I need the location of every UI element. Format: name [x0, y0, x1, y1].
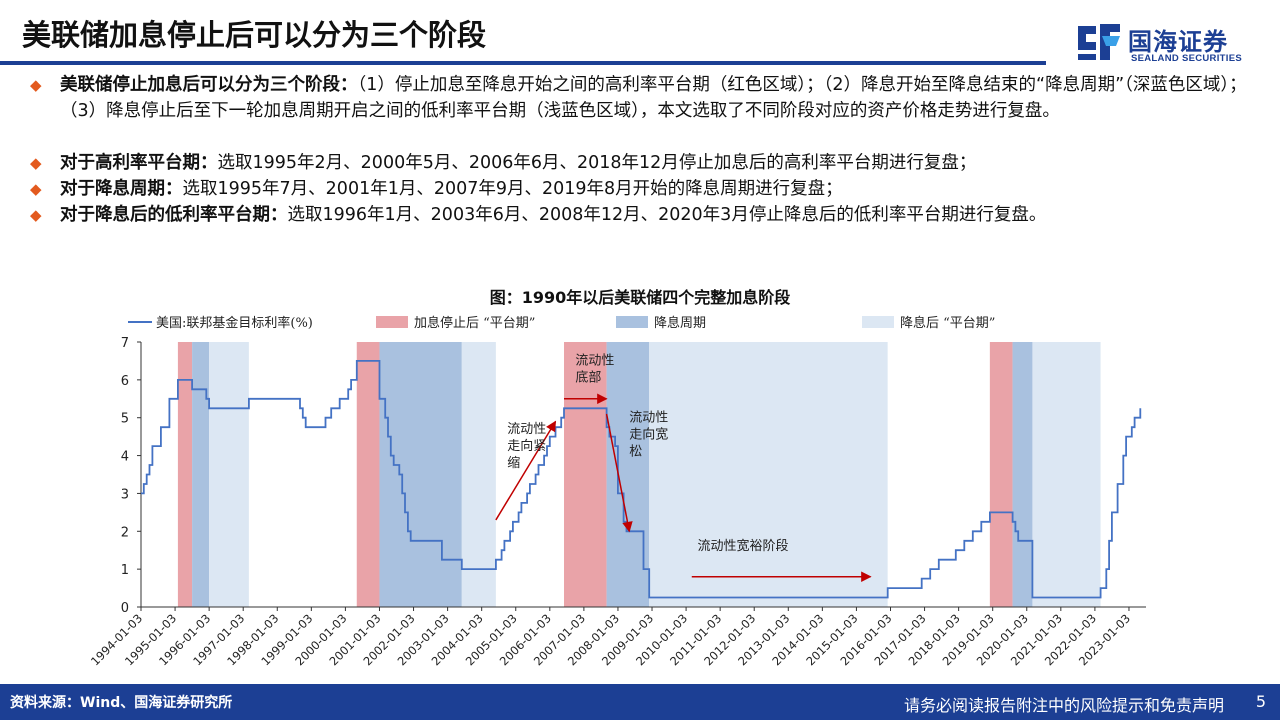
region-plateau — [177, 342, 193, 607]
bullet-list: ◆ 美联储停止加息后可以分为三个阶段：（1）停止加息至降息开始之间的高利率平台期… — [30, 72, 1265, 228]
trend-arrow — [605, 413, 633, 533]
region-cut — [379, 342, 462, 607]
annotation-text: 流动性 — [629, 411, 668, 426]
diamond-icon: ◆ — [30, 76, 42, 94]
y-tick-label: 2 — [121, 525, 129, 540]
title-underline — [0, 61, 1046, 65]
bullet-heading: 对于高利率平台期： — [60, 153, 218, 173]
y-tick-label: 5 — [121, 412, 129, 427]
bullet-text: 选取1995年2月、2000年5月、2006年6月、2018年12月停止加息后的… — [217, 153, 977, 173]
diamond-icon: ◆ — [30, 154, 42, 172]
fed-funds-rate-chart: 012345671994-01-031995-01-031996-01-0319… — [88, 315, 1146, 668]
y-tick-label: 1 — [121, 563, 129, 578]
bullet-heading: 美联储停止加息后可以分为三个阶段： — [60, 75, 358, 95]
y-tick-label: 0 — [121, 601, 129, 616]
bullet-heading: 对于降息周期： — [60, 179, 183, 199]
bullet-item: ◆ 美联储停止加息后可以分为三个阶段：（1）停止加息至降息开始之间的高利率平台期… — [30, 72, 1265, 124]
y-tick-label: 7 — [121, 336, 129, 351]
company-logo: 国海证券 SEALAND SECURITIES — [1076, 20, 1266, 70]
region-plateau — [564, 342, 607, 607]
annotation-text: 走向宽 — [629, 427, 668, 443]
region-plateau — [989, 342, 1013, 607]
y-tick-label: 3 — [121, 487, 129, 502]
legend-box-swatch — [376, 316, 408, 328]
bullet-text: 选取1995年7月、2001年1月、2007年9月、2019年8月开始的降息周期… — [182, 179, 843, 199]
bullet-item: ◆ 对于降息周期：选取1995年7月、2001年1月、2007年9月、2019年… — [30, 176, 1265, 202]
bullet-item: ◆ 对于降息后的低利率平台期：选取1996年1月、2003年6月、2008年12… — [30, 202, 1265, 228]
logo-english-text: SEALAND SECURITIES — [1131, 53, 1242, 64]
region-low — [461, 342, 496, 607]
bullet-text: （1）停止加息至降息开始之间的高利率平台期（红色区域）；（2）降息开始至降息结束… — [60, 75, 1247, 121]
region-low — [1032, 342, 1101, 607]
annotation-text: 流动性 — [575, 354, 614, 369]
footer-bar: 资料来源：Wind、国海证券研究所 请务必阅读报告附注中的风险提示和免责声明 5 — [0, 684, 1280, 720]
region-cut — [606, 342, 650, 607]
legend-label: 降息周期 — [654, 315, 706, 331]
page-title: 美联储加息停止后可以分为三个阶段 — [22, 18, 487, 52]
bullet-text: 选取1996年1月、2003年6月、2008年12月、2020年3月停止降息后的… — [287, 205, 1047, 225]
chart-title: 图：1990年以后美联储四个完整加息阶段 — [489, 288, 791, 307]
legend-box-swatch — [862, 316, 894, 328]
region-low — [649, 342, 888, 607]
annotation-text: 流动性 — [507, 422, 546, 437]
annotation-text: 缩 — [507, 455, 520, 471]
logo-mark-icon — [1078, 24, 1120, 60]
legend-label: 美国:联邦基金目标利率(%) — [156, 315, 313, 331]
region-cut — [192, 342, 210, 607]
disclaimer-text: 请务必阅读报告附注中的风险提示和免责声明 — [903, 696, 1224, 715]
diamond-icon: ◆ — [30, 180, 42, 198]
region-low — [209, 342, 249, 607]
y-tick-label: 4 — [121, 450, 129, 465]
source-note: 资料来源：Wind、国海证券研究所 — [10, 695, 233, 711]
region-plateau — [356, 342, 380, 607]
bullet-item: ◆ 对于高利率平台期：选取1995年2月、2000年5月、2006年6月、201… — [30, 150, 1265, 176]
annotation-text: 走向紧 — [507, 438, 546, 454]
annotation-text: 底部 — [575, 370, 601, 386]
legend-label: 加息停止后 “平台期” — [414, 315, 535, 331]
rate-line — [141, 360, 1142, 599]
annotation-text: 流动性宽裕阶段 — [697, 538, 788, 554]
bullet-heading: 对于降息后的低利率平台期： — [60, 205, 288, 225]
diamond-icon: ◆ — [30, 206, 42, 224]
annotation-text: 松 — [629, 445, 642, 460]
legend-box-swatch — [616, 316, 648, 328]
trend-arrow — [495, 420, 557, 521]
region-cut — [1012, 342, 1033, 607]
y-tick-label: 6 — [121, 374, 129, 389]
page-number: 5 — [1255, 692, 1266, 711]
legend-label: 降息后 “平台期” — [900, 315, 995, 331]
logo-text: 国海证券 — [1128, 28, 1228, 56]
